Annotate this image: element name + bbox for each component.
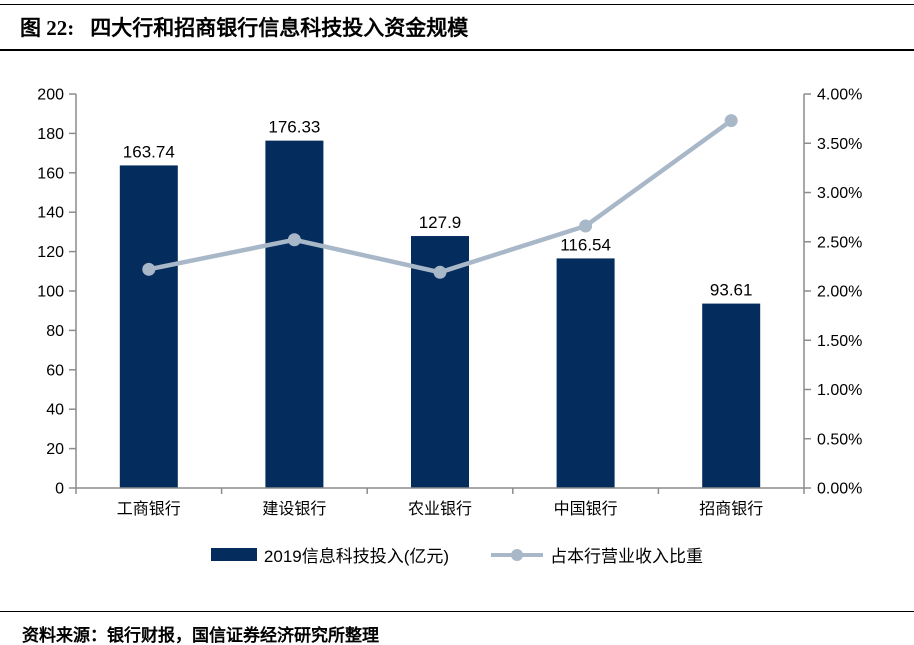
figure-header: 图 22: 四大行和招商银行信息科技投入资金规模 [0, 4, 914, 51]
legend-label-line: 占本行营业收入比重 [550, 547, 704, 566]
bar [702, 303, 761, 488]
bar-value-label: 116.54 [560, 235, 611, 254]
bar-value-label: 127.9 [419, 213, 462, 232]
chart-legend: 2019信息科技投入(亿元) 占本行营业收入比重 [0, 542, 914, 567]
right-axis-tick-label: 0.50% [817, 431, 862, 448]
bar-series-swatch [210, 548, 257, 561]
source-text: 资料来源：银行财报，国信证券经济研究所整理 [22, 626, 379, 645]
bar-value-label: 163.74 [123, 142, 175, 161]
category-label: 招商银行 [699, 500, 763, 518]
category-label: 农业银行 [408, 500, 472, 518]
line-marker [142, 262, 156, 276]
right-axis-tick-label: 3.00% [817, 185, 862, 202]
bar-value-label: 176.33 [268, 118, 320, 137]
right-axis-tick-label: 2.50% [817, 234, 862, 251]
left-axis-tick-label: 180 [37, 126, 64, 143]
chart-area: 163.74 176.33 127.9 116.54 93.61 0 20 40 60 80 100… [0, 76, 914, 567]
legend-item-bar: 2019信息科技投入(亿元) [210, 542, 450, 567]
bar [119, 165, 178, 488]
legend-label-bar: 2019信息科技投入(亿元) [263, 547, 450, 566]
right-axis-tick-label: 3.50% [817, 136, 862, 153]
right-axis-tick-label: 1.50% [817, 333, 862, 350]
left-axis-tick-label: 160 [37, 165, 64, 182]
category-label: 建设银行 [262, 500, 326, 518]
left-axis-tick-label: 100 [37, 284, 64, 301]
figure-label: 图 22: [20, 16, 75, 40]
line-series-swatch [491, 548, 544, 561]
bar [265, 140, 324, 489]
line-marker [433, 265, 447, 279]
right-axis-tick-label: 0.00% [817, 481, 862, 498]
figure-footer: 资料来源：银行财报，国信证券经济研究所整理 [0, 611, 914, 645]
bar-line-chart: 163.74 176.33 127.9 116.54 93.61 0 20 40 60 80 100… [37, 87, 862, 519]
right-axis-tick-label: 4.00% [817, 87, 862, 104]
right-axis-tick-label: 2.00% [817, 284, 862, 301]
legend-item-line: 占本行营业收入比重 [491, 542, 703, 567]
category-label: 中国银行 [554, 500, 618, 518]
right-axis-tick-label: 1.00% [817, 382, 862, 399]
line-marker [287, 233, 301, 247]
left-axis-tick-label: 0 [55, 481, 64, 498]
left-axis-tick-label: 60 [46, 362, 64, 379]
bar-value-label: 93.61 [710, 281, 753, 300]
left-axis-tick-label: 200 [37, 87, 64, 104]
left-axis-tick-label: 140 [37, 205, 64, 222]
left-axis-tick-label: 40 [46, 402, 64, 419]
left-axis-tick-label: 120 [37, 244, 64, 261]
bar [556, 258, 615, 488]
left-axis-tick-label: 80 [46, 323, 64, 340]
line-marker [724, 114, 738, 128]
category-label: 工商银行 [117, 500, 181, 518]
line-marker [579, 219, 593, 233]
left-axis-tick-label: 20 [46, 441, 64, 458]
figure-title: 四大行和招商银行信息科技投入资金规模 [90, 16, 469, 40]
